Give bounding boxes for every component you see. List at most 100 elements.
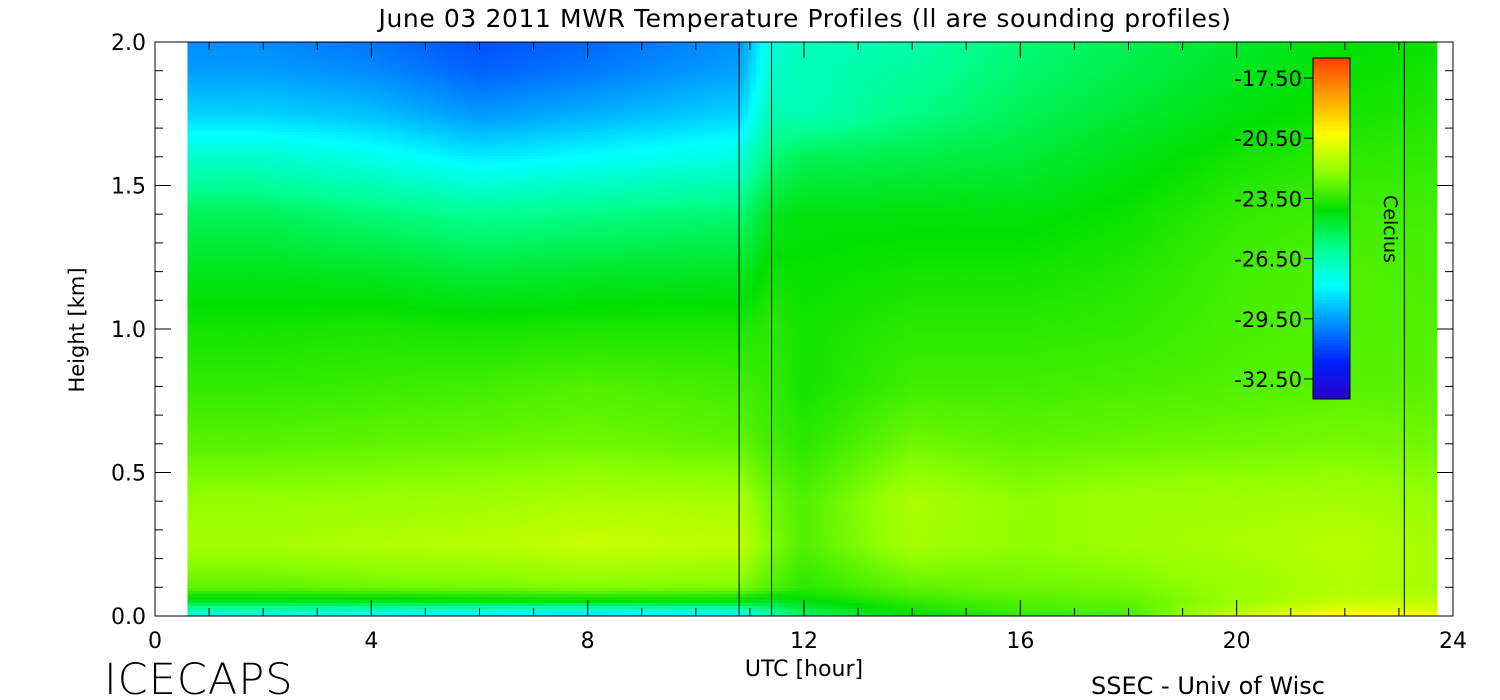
heatmap-cell <box>195 204 200 208</box>
heatmap-cell <box>211 600 216 604</box>
heatmap-cell <box>211 180 216 184</box>
heatmap-cell <box>195 567 200 571</box>
heatmap-cell <box>203 132 208 136</box>
heatmap-cell <box>187 126 192 130</box>
heatmap-cell <box>199 228 204 232</box>
heatmap-cell <box>203 192 208 196</box>
heatmap-cell <box>199 45 204 49</box>
heatmap-cell <box>219 210 224 214</box>
heatmap-cell <box>219 327 224 331</box>
heatmap-cell <box>203 408 208 412</box>
heatmap-cell <box>199 48 204 52</box>
heatmap-cell <box>195 486 200 490</box>
heatmap-cell <box>203 609 208 613</box>
heatmap-cell <box>211 288 216 292</box>
heatmap-cell <box>215 87 220 91</box>
heatmap-cell <box>191 138 196 142</box>
heatmap-cell <box>203 489 208 493</box>
heatmap-cell <box>187 45 192 49</box>
heatmap-cell <box>187 381 192 385</box>
heatmap-cell <box>187 402 192 406</box>
heatmap-cell <box>195 264 200 268</box>
heatmap-cell <box>219 324 224 328</box>
heatmap-cell <box>215 54 220 58</box>
heatmap-cell <box>203 330 208 334</box>
heatmap-cell <box>207 297 212 301</box>
heatmap-cell <box>203 273 208 277</box>
heatmap-cell <box>187 60 192 64</box>
heatmap-cell <box>203 237 208 241</box>
heatmap-cell <box>195 375 200 379</box>
heatmap-cell <box>187 234 192 238</box>
heatmap-cell <box>191 240 196 244</box>
heatmap-cell <box>215 366 220 370</box>
heatmap-cell <box>215 198 220 202</box>
heatmap-cell <box>215 588 220 592</box>
heatmap-cell <box>211 192 216 196</box>
heatmap-cell <box>215 390 220 394</box>
heatmap-cell <box>219 147 224 151</box>
heatmap-cell <box>191 354 196 358</box>
heatmap-cell <box>195 519 200 523</box>
heatmap-cell <box>203 336 208 340</box>
heatmap-cell <box>203 285 208 289</box>
heatmap-cell <box>191 270 196 274</box>
heatmap-cell <box>203 168 208 172</box>
heatmap-cell <box>187 243 192 247</box>
heatmap-cell <box>211 474 216 478</box>
heatmap-cell <box>187 462 192 466</box>
heatmap-cell <box>199 390 204 394</box>
heatmap-cell <box>215 351 220 355</box>
heatmap-cell <box>223 48 228 52</box>
heatmap-cell <box>199 525 204 529</box>
heatmap-cell <box>215 312 220 316</box>
heatmap-cell <box>199 210 204 214</box>
heatmap-cell <box>191 417 196 421</box>
heatmap-cell <box>191 549 196 553</box>
heatmap-cell <box>195 312 200 316</box>
heatmap-cell <box>215 174 220 178</box>
heatmap-cell <box>203 42 208 46</box>
heatmap-cell <box>211 486 216 490</box>
heatmap-cell <box>195 165 200 169</box>
heatmap-cell <box>211 147 216 151</box>
heatmap-cell <box>187 66 192 70</box>
heatmap-cell <box>215 66 220 70</box>
heatmap-cell <box>219 552 224 556</box>
heatmap-cell <box>223 120 228 124</box>
heatmap-cell <box>195 354 200 358</box>
heatmap-cell <box>215 153 220 157</box>
heatmap-cell <box>215 162 220 166</box>
heatmap-cell <box>207 561 212 565</box>
heatmap-cell <box>211 237 216 241</box>
heatmap-cell <box>207 108 212 112</box>
heatmap-cell <box>199 96 204 100</box>
heatmap-cell <box>203 387 208 391</box>
heatmap-cell <box>207 87 212 91</box>
heatmap-cell <box>223 90 228 94</box>
heatmap-cell <box>199 306 204 310</box>
heatmap-cell <box>211 405 216 409</box>
heatmap-cell <box>203 600 208 604</box>
heatmap-cell <box>195 87 200 91</box>
heatmap-cell <box>219 258 224 262</box>
heatmap-cell <box>215 504 220 508</box>
heatmap-cell <box>215 468 220 472</box>
heatmap-cell <box>191 219 196 223</box>
heatmap-cell <box>215 321 220 325</box>
heatmap-cell <box>215 102 220 106</box>
heatmap-cell <box>211 504 216 508</box>
heatmap-cell <box>211 141 216 145</box>
heatmap-cell <box>187 366 192 370</box>
heatmap-cell <box>223 66 228 70</box>
heatmap-cell <box>195 144 200 148</box>
heatmap-cell <box>203 417 208 421</box>
heatmap-cell <box>187 438 192 442</box>
heatmap-cell <box>191 588 196 592</box>
heatmap-cell <box>195 273 200 277</box>
heatmap-cell <box>211 174 216 178</box>
heatmap-cell <box>215 207 220 211</box>
heatmap-cell <box>211 189 216 193</box>
heatmap-cell <box>207 198 212 202</box>
heatmap-cell <box>203 147 208 151</box>
